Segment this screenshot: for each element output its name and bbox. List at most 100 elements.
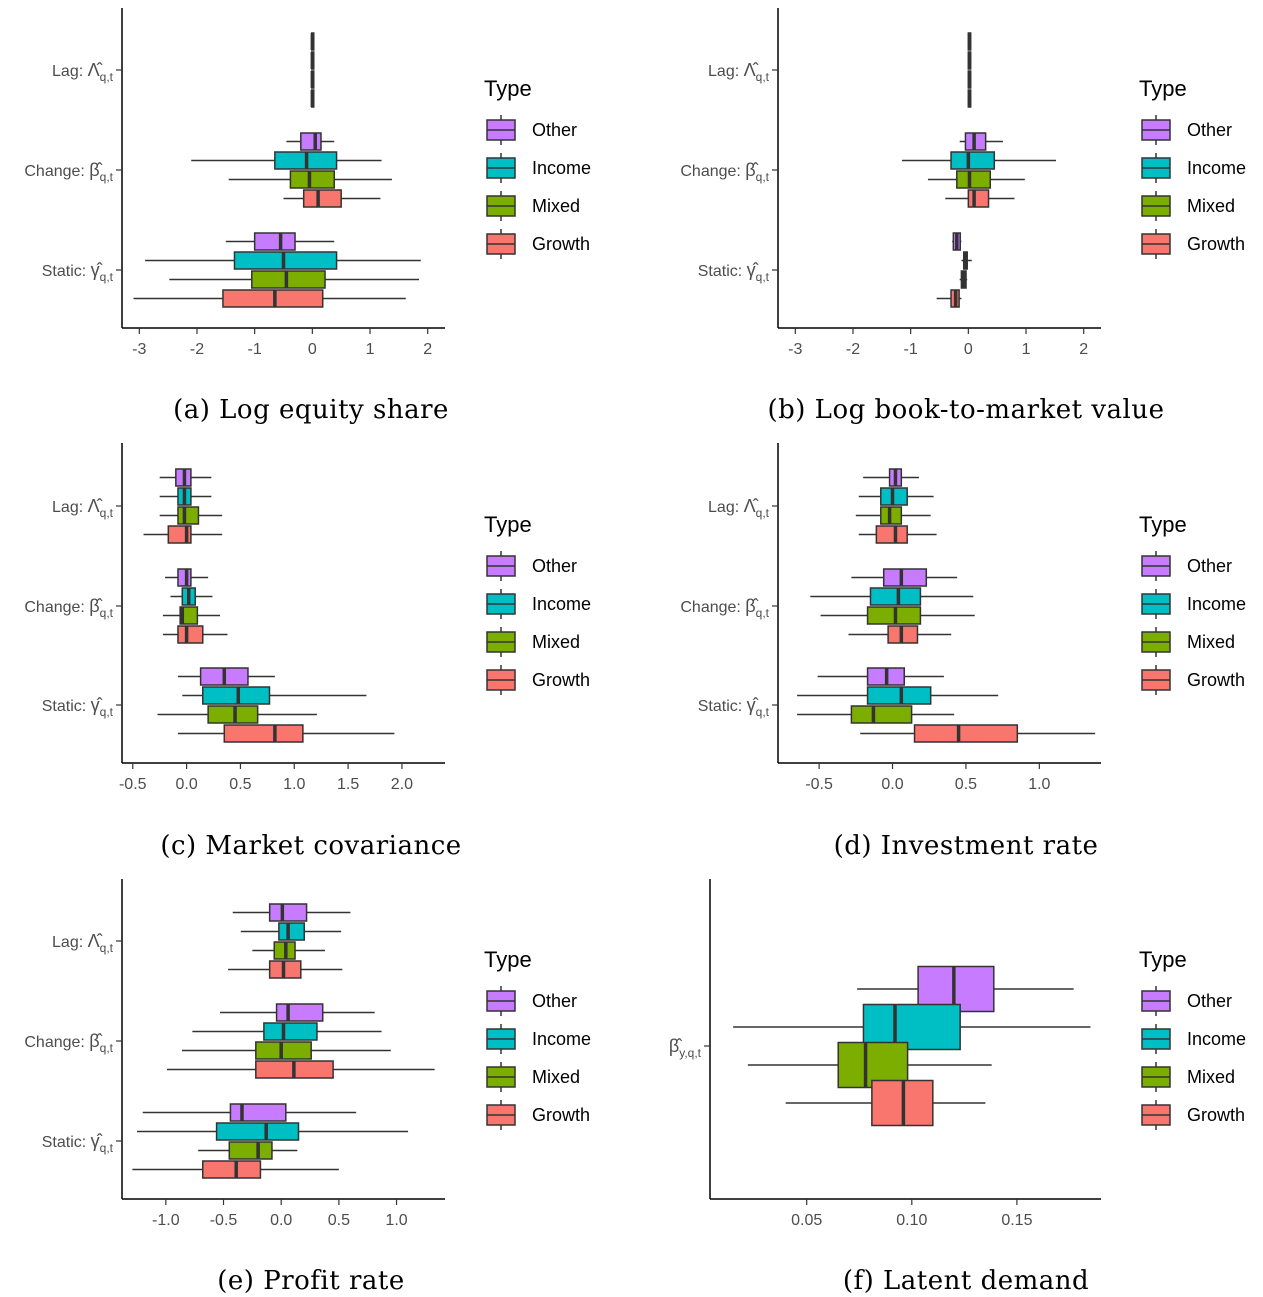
box-income [240,922,342,941]
box-other [225,232,335,251]
box-group: Change: β̂q,t [680,568,975,644]
box-mixed [797,705,955,724]
x-tick-label: 0 [964,341,973,358]
box-growth [860,724,1096,743]
x-tick-label: 0.10 [896,1212,927,1229]
box-other [159,468,212,487]
x-tick-label: 2 [1079,341,1088,358]
legend-item-mixed: Mixed [486,1062,580,1092]
legend-label: Income [1187,158,1246,178]
y-tick-label: β̂y,q,t [669,1036,702,1060]
legend-label: Income [1187,1029,1246,1049]
y-tick-label: Lag: Λ̂q,t [708,60,770,84]
legend-item-mixed: Mixed [1141,1062,1235,1092]
legend-label: Other [1187,991,1232,1011]
box-other [232,903,351,922]
box-iqr [179,606,199,625]
box-iqr [177,625,204,644]
legend-label: Mixed [532,196,580,216]
box-income [136,1122,409,1141]
box-growth [166,1060,435,1079]
y-tick-label: Static: γ̂q,t [42,695,114,719]
panel-caption: (a) Log equity share [173,395,449,425]
x-tick-label: 0.5 [955,776,977,793]
legend-item-income: Income [1141,153,1246,183]
box-growth [967,89,972,108]
x-tick-label: 0.5 [229,776,251,793]
box-iqr [255,1041,312,1060]
y-tick-label: Lag: Λ̂q,t [52,931,114,955]
x-tick-label: 1.5 [337,776,359,793]
box-other [817,667,944,686]
legend-label: Growth [1187,1105,1245,1125]
legend-label: Growth [1187,670,1245,690]
x-tick-label: -2 [190,341,204,358]
box-group: Change: β̂q,t [24,132,392,208]
legend-item-mixed: Mixed [1141,191,1235,221]
box-mixed [159,506,223,525]
box-group: Static: γ̂q,t [42,1103,409,1179]
box-mixed [198,1141,298,1160]
legend-label: Other [532,556,577,576]
legend-label: Mixed [1187,1067,1235,1087]
legend-title: Type [484,512,532,537]
legend-label: Mixed [1187,196,1235,216]
legend-item-other: Other [1141,986,1232,1016]
panel-caption: (b) Log book-to-market value [767,395,1164,425]
box-mixed [967,70,972,89]
legend-item-mixed: Mixed [486,627,580,657]
legend-item-growth: Growth [486,1100,590,1130]
legend-item-other: Other [486,986,577,1016]
box-growth [848,625,952,644]
box-mixed [820,606,975,625]
y-tick-label: Change: β̂q,t [24,1031,113,1055]
y-tick-label: Change: β̂q,t [24,160,113,184]
box-iqr [177,506,200,525]
box-iqr [275,1003,324,1022]
x-tick-label: 0 [308,341,317,358]
y-tick-label: Lag: Λ̂q,t [708,496,770,520]
legend-title: Type [484,76,532,101]
box-income [310,51,315,70]
box-iqr [202,686,271,705]
box-iqr [302,189,342,208]
box-iqr [882,568,928,587]
box-mixed [228,170,392,189]
box-growth [177,724,395,743]
x-tick-label: -3 [132,341,146,358]
box-iqr [850,705,913,724]
box-growth [133,289,406,308]
legend-label: Mixed [532,632,580,652]
box-growth [858,525,937,544]
legend-label: Other [532,120,577,140]
panel-3: -0.5 0.0 0.5 1.0 1.5 2.0 Lag: Λ̂q,t Change: β̂q… [24,443,591,861]
legend-label: Income [1187,594,1246,614]
x-tick-label: -0.5 [210,1212,238,1229]
box-iqr [967,189,990,208]
box-iqr [202,1160,262,1179]
box-income [145,251,421,270]
box-other [863,468,919,487]
box-iqr [228,1141,273,1160]
x-tick-label: 1.0 [1028,776,1050,793]
legend-item-growth: Growth [1141,1100,1245,1130]
legend-label: Income [532,158,591,178]
box-income [810,587,974,606]
box-income [159,487,212,506]
legend-item-income: Income [486,1024,591,1054]
x-tick-label: 2 [423,341,432,358]
legend-title: Type [1139,947,1187,972]
legend-item-income: Income [1141,589,1246,619]
box-iqr [300,132,322,151]
y-tick-label: Lag: Λ̂q,t [52,60,114,84]
y-tick-label: Static: γ̂q,t [698,260,770,284]
legend-title: Type [484,947,532,972]
panel-caption: (f) Latent demand [843,1266,1089,1296]
box-iqr [207,705,259,724]
box-iqr [289,170,336,189]
box-iqr [253,232,296,251]
panel-2: -3 -2 -1 0 1 2 Lag: Λ̂q,t Change: β̂q,t Static: … [680,8,1246,425]
